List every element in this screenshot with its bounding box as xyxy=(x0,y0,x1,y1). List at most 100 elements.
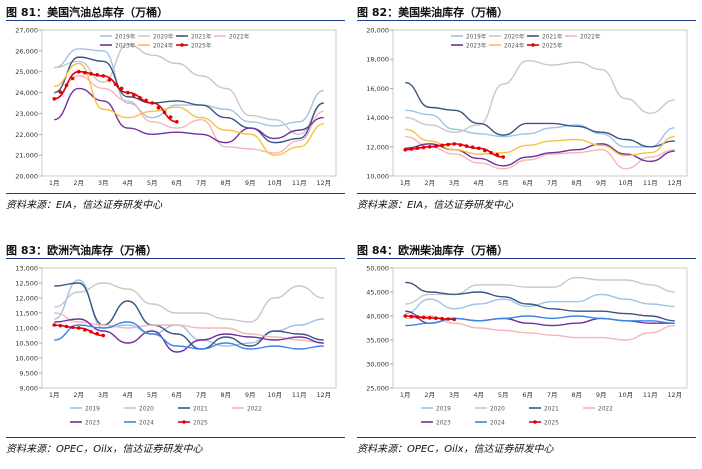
legend-marker xyxy=(531,43,535,47)
series-line xyxy=(54,282,324,323)
series-point xyxy=(446,317,450,321)
y-tick-label: 18,000 xyxy=(366,56,389,64)
series-line xyxy=(54,87,324,144)
x-tick-label: 8月 xyxy=(571,179,582,187)
panel-us-gasoline: 图 81：美国汽油总库存（万桶） 20,000 21,000 22,000 23,00… xyxy=(0,0,351,231)
series-point xyxy=(58,90,63,94)
series-point xyxy=(162,110,167,115)
y-tick-label: 9,500 xyxy=(19,370,38,378)
legend-label: 2023 xyxy=(436,420,451,426)
x-tick-label: 1月 xyxy=(49,179,60,187)
legend-label: 2023年 xyxy=(115,41,136,49)
chart-us-diesel: 10,000 12,000 14,000 16,000 18,000 20,000 1月 2月… xyxy=(366,27,688,187)
title-rule xyxy=(6,258,345,259)
legend-marker xyxy=(180,43,184,47)
legend-label: 2021 xyxy=(544,406,559,412)
y-tick-label: 9,000 xyxy=(19,385,38,393)
legend-label: 2025 xyxy=(193,420,208,426)
x-tick-label: 10月 xyxy=(267,391,282,399)
source-note: 资料来源：OPEC，Oilx，信达证券研发中心 xyxy=(357,444,554,455)
x-tick-label: 6月 xyxy=(522,179,533,187)
chart-title: 图 83：欧洲汽油库存（万桶） xyxy=(6,244,158,257)
y-tick-label: 14,000 xyxy=(366,114,389,122)
y-tick-label: 26,000 xyxy=(15,47,38,55)
series-line xyxy=(405,109,675,148)
series-point xyxy=(144,98,148,103)
series-line xyxy=(54,56,324,144)
series-point xyxy=(501,155,506,159)
series-point xyxy=(119,86,124,91)
x-tick-label: 4月 xyxy=(473,179,484,187)
series-line xyxy=(405,59,675,133)
series-line xyxy=(54,282,324,350)
y-tick-label: 21,000 xyxy=(15,152,38,160)
legend-label: 2022 xyxy=(598,406,613,412)
y-tick-label: 27,000 xyxy=(15,27,38,35)
x-tick-label: 6月 xyxy=(171,391,182,399)
x-tick-label: 5月 xyxy=(147,391,158,399)
legend-marker xyxy=(533,420,537,424)
x-tick-label: 10月 xyxy=(267,179,282,187)
legend-label: 2024年 xyxy=(153,41,174,49)
x-tick-label: 12月 xyxy=(316,179,331,187)
series-point xyxy=(168,115,173,119)
x-tick-label: 2月 xyxy=(424,179,435,187)
x-tick-label: 1月 xyxy=(49,391,60,399)
series-point xyxy=(464,144,469,148)
series-line xyxy=(405,315,675,341)
y-tick-label: 10,000 xyxy=(15,355,38,363)
series-point xyxy=(76,69,81,74)
panel-eu-gasoline: 图 83：欧洲汽油库存（万桶） 9,000 9,500 10,000 10,500 11… xyxy=(0,238,351,469)
x-tick-label: 12月 xyxy=(316,391,331,399)
x-tick-label: 7月 xyxy=(196,391,207,399)
series-point xyxy=(452,317,457,322)
legend-label: 2024年 xyxy=(504,41,525,49)
series-line xyxy=(54,43,324,135)
x-tick-label: 9月 xyxy=(596,391,607,399)
series-point xyxy=(70,76,75,81)
legend-label: 2019 xyxy=(436,406,451,412)
series-point xyxy=(446,142,450,147)
plot-frame xyxy=(392,29,688,177)
series-line xyxy=(54,75,324,154)
x-tick-label: 3月 xyxy=(98,179,109,187)
y-tick-label: 20,000 xyxy=(366,27,389,35)
y-tick-label: 22,000 xyxy=(15,131,38,139)
x-tick-label: 9月 xyxy=(245,391,256,399)
panel-us-diesel: 图 82：美国柴油库存（万桶） 10,000 12,000 14,000 16,000… xyxy=(351,0,702,231)
series-point xyxy=(452,142,457,146)
series-point xyxy=(440,143,444,148)
y-tick-label: 25,000 xyxy=(366,385,389,393)
series-line xyxy=(54,312,324,344)
x-tick-label: 8月 xyxy=(220,391,231,399)
legend-label: 2025 xyxy=(544,420,559,426)
legend-label: 2022 xyxy=(247,406,262,412)
series-point xyxy=(156,105,161,110)
series-point xyxy=(427,145,432,149)
title-rule xyxy=(357,258,696,259)
series-point xyxy=(476,146,481,151)
legend-label: 2024 xyxy=(139,420,154,426)
chart-us-gasoline: 20,000 21,000 22,000 23,000 24,000 25,000 26,0… xyxy=(15,27,337,187)
series-point xyxy=(434,144,438,148)
x-tick-label: 4月 xyxy=(473,391,484,399)
series-line xyxy=(405,135,675,170)
y-tick-label: 10,000 xyxy=(366,173,389,181)
series-point xyxy=(470,145,475,149)
legend-label: 2020 xyxy=(490,406,505,412)
plot-frame xyxy=(41,29,337,177)
x-tick-label: 7月 xyxy=(547,179,558,187)
series-point xyxy=(70,325,75,330)
legend-label: 2021年 xyxy=(191,32,212,40)
x-tick-label: 4月 xyxy=(122,179,133,187)
y-tick-label: 25,000 xyxy=(15,68,38,76)
series-point xyxy=(89,329,93,334)
source-rule xyxy=(6,437,345,438)
series-point xyxy=(132,93,136,97)
x-tick-label: 8月 xyxy=(571,391,582,399)
series-point xyxy=(89,72,93,76)
legend-label: 2025年 xyxy=(542,41,563,49)
series-line xyxy=(405,128,675,157)
source-rule xyxy=(6,193,345,194)
x-tick-label: 9月 xyxy=(245,179,256,187)
